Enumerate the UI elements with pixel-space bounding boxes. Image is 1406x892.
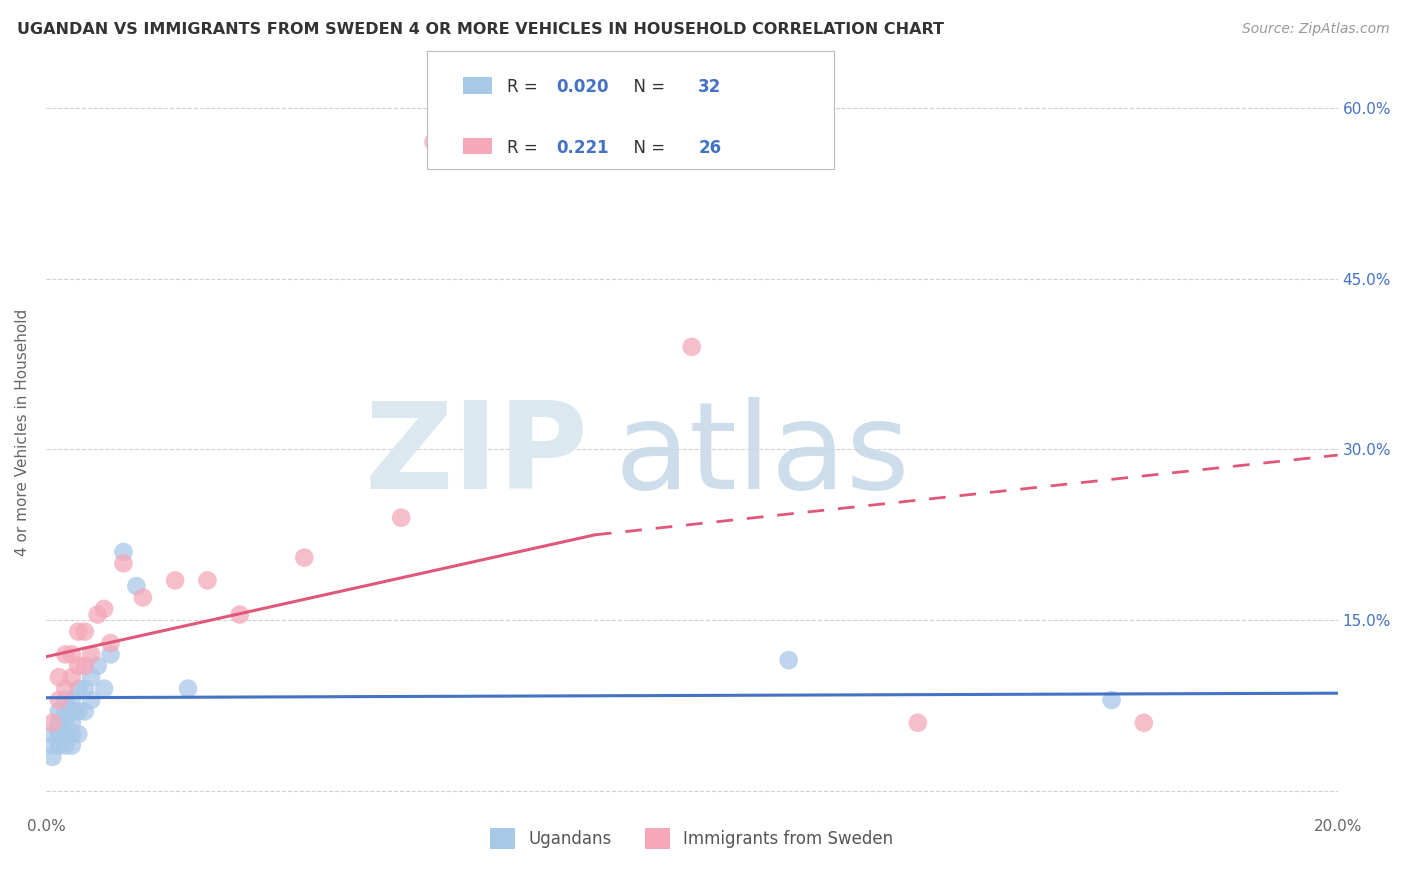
FancyBboxPatch shape <box>427 51 834 169</box>
Point <box>86 658 108 673</box>
Point <box>53 681 76 696</box>
Point <box>53 727 76 741</box>
Text: atlas: atlas <box>614 397 910 514</box>
Point <box>53 648 76 662</box>
Point <box>112 545 135 559</box>
Point <box>177 681 200 696</box>
Point <box>681 340 703 354</box>
Point <box>132 591 155 605</box>
Text: R =: R = <box>508 138 548 157</box>
Point <box>1101 693 1123 707</box>
Point <box>48 705 70 719</box>
Point <box>48 693 70 707</box>
Point <box>60 715 83 730</box>
Point <box>389 510 412 524</box>
Point <box>197 574 219 588</box>
Y-axis label: 4 or more Vehicles in Household: 4 or more Vehicles in Household <box>15 309 30 556</box>
Point <box>80 670 103 684</box>
Point <box>60 727 83 741</box>
Point <box>228 607 250 622</box>
Text: N =: N = <box>623 78 671 96</box>
Point <box>53 739 76 753</box>
Point <box>73 705 96 719</box>
Text: UGANDAN VS IMMIGRANTS FROM SWEDEN 4 OR MORE VEHICLES IN HOUSEHOLD CORRELATION CH: UGANDAN VS IMMIGRANTS FROM SWEDEN 4 OR M… <box>17 22 943 37</box>
Point <box>80 693 103 707</box>
Point <box>67 658 90 673</box>
Point <box>165 574 187 588</box>
Text: 26: 26 <box>699 138 721 157</box>
Point <box>93 681 115 696</box>
Point <box>48 715 70 730</box>
Text: 0.221: 0.221 <box>557 138 609 157</box>
Text: 32: 32 <box>699 78 721 96</box>
Text: 0.020: 0.020 <box>557 78 609 96</box>
Point <box>292 550 315 565</box>
Point <box>41 739 63 753</box>
Point <box>80 648 103 662</box>
Point <box>41 727 63 741</box>
Point <box>73 658 96 673</box>
Text: R =: R = <box>508 78 543 96</box>
Bar <box>463 78 492 94</box>
Point <box>100 636 122 650</box>
Point <box>86 607 108 622</box>
Point <box>73 681 96 696</box>
Point <box>60 670 83 684</box>
Bar <box>463 137 492 154</box>
Point <box>778 653 800 667</box>
Point <box>60 739 83 753</box>
Point <box>53 715 76 730</box>
Point <box>53 705 76 719</box>
Point <box>67 681 90 696</box>
Point <box>48 727 70 741</box>
Point <box>125 579 148 593</box>
Text: N =: N = <box>623 138 671 157</box>
Point <box>73 624 96 639</box>
Point <box>100 648 122 662</box>
Point <box>67 727 90 741</box>
Text: Source: ZipAtlas.com: Source: ZipAtlas.com <box>1241 22 1389 37</box>
Point <box>60 648 83 662</box>
Point <box>67 624 90 639</box>
Legend: Ugandans, Immigrants from Sweden: Ugandans, Immigrants from Sweden <box>484 822 900 855</box>
Point <box>907 715 929 730</box>
Point <box>53 693 76 707</box>
Point <box>1133 715 1156 730</box>
Point <box>60 705 83 719</box>
Text: ZIP: ZIP <box>364 397 589 514</box>
Point <box>67 705 90 719</box>
Point <box>60 693 83 707</box>
Point <box>48 739 70 753</box>
Point <box>41 750 63 764</box>
Point <box>112 557 135 571</box>
Point <box>48 670 70 684</box>
Point <box>41 715 63 730</box>
Point <box>93 602 115 616</box>
Point <box>422 135 444 149</box>
